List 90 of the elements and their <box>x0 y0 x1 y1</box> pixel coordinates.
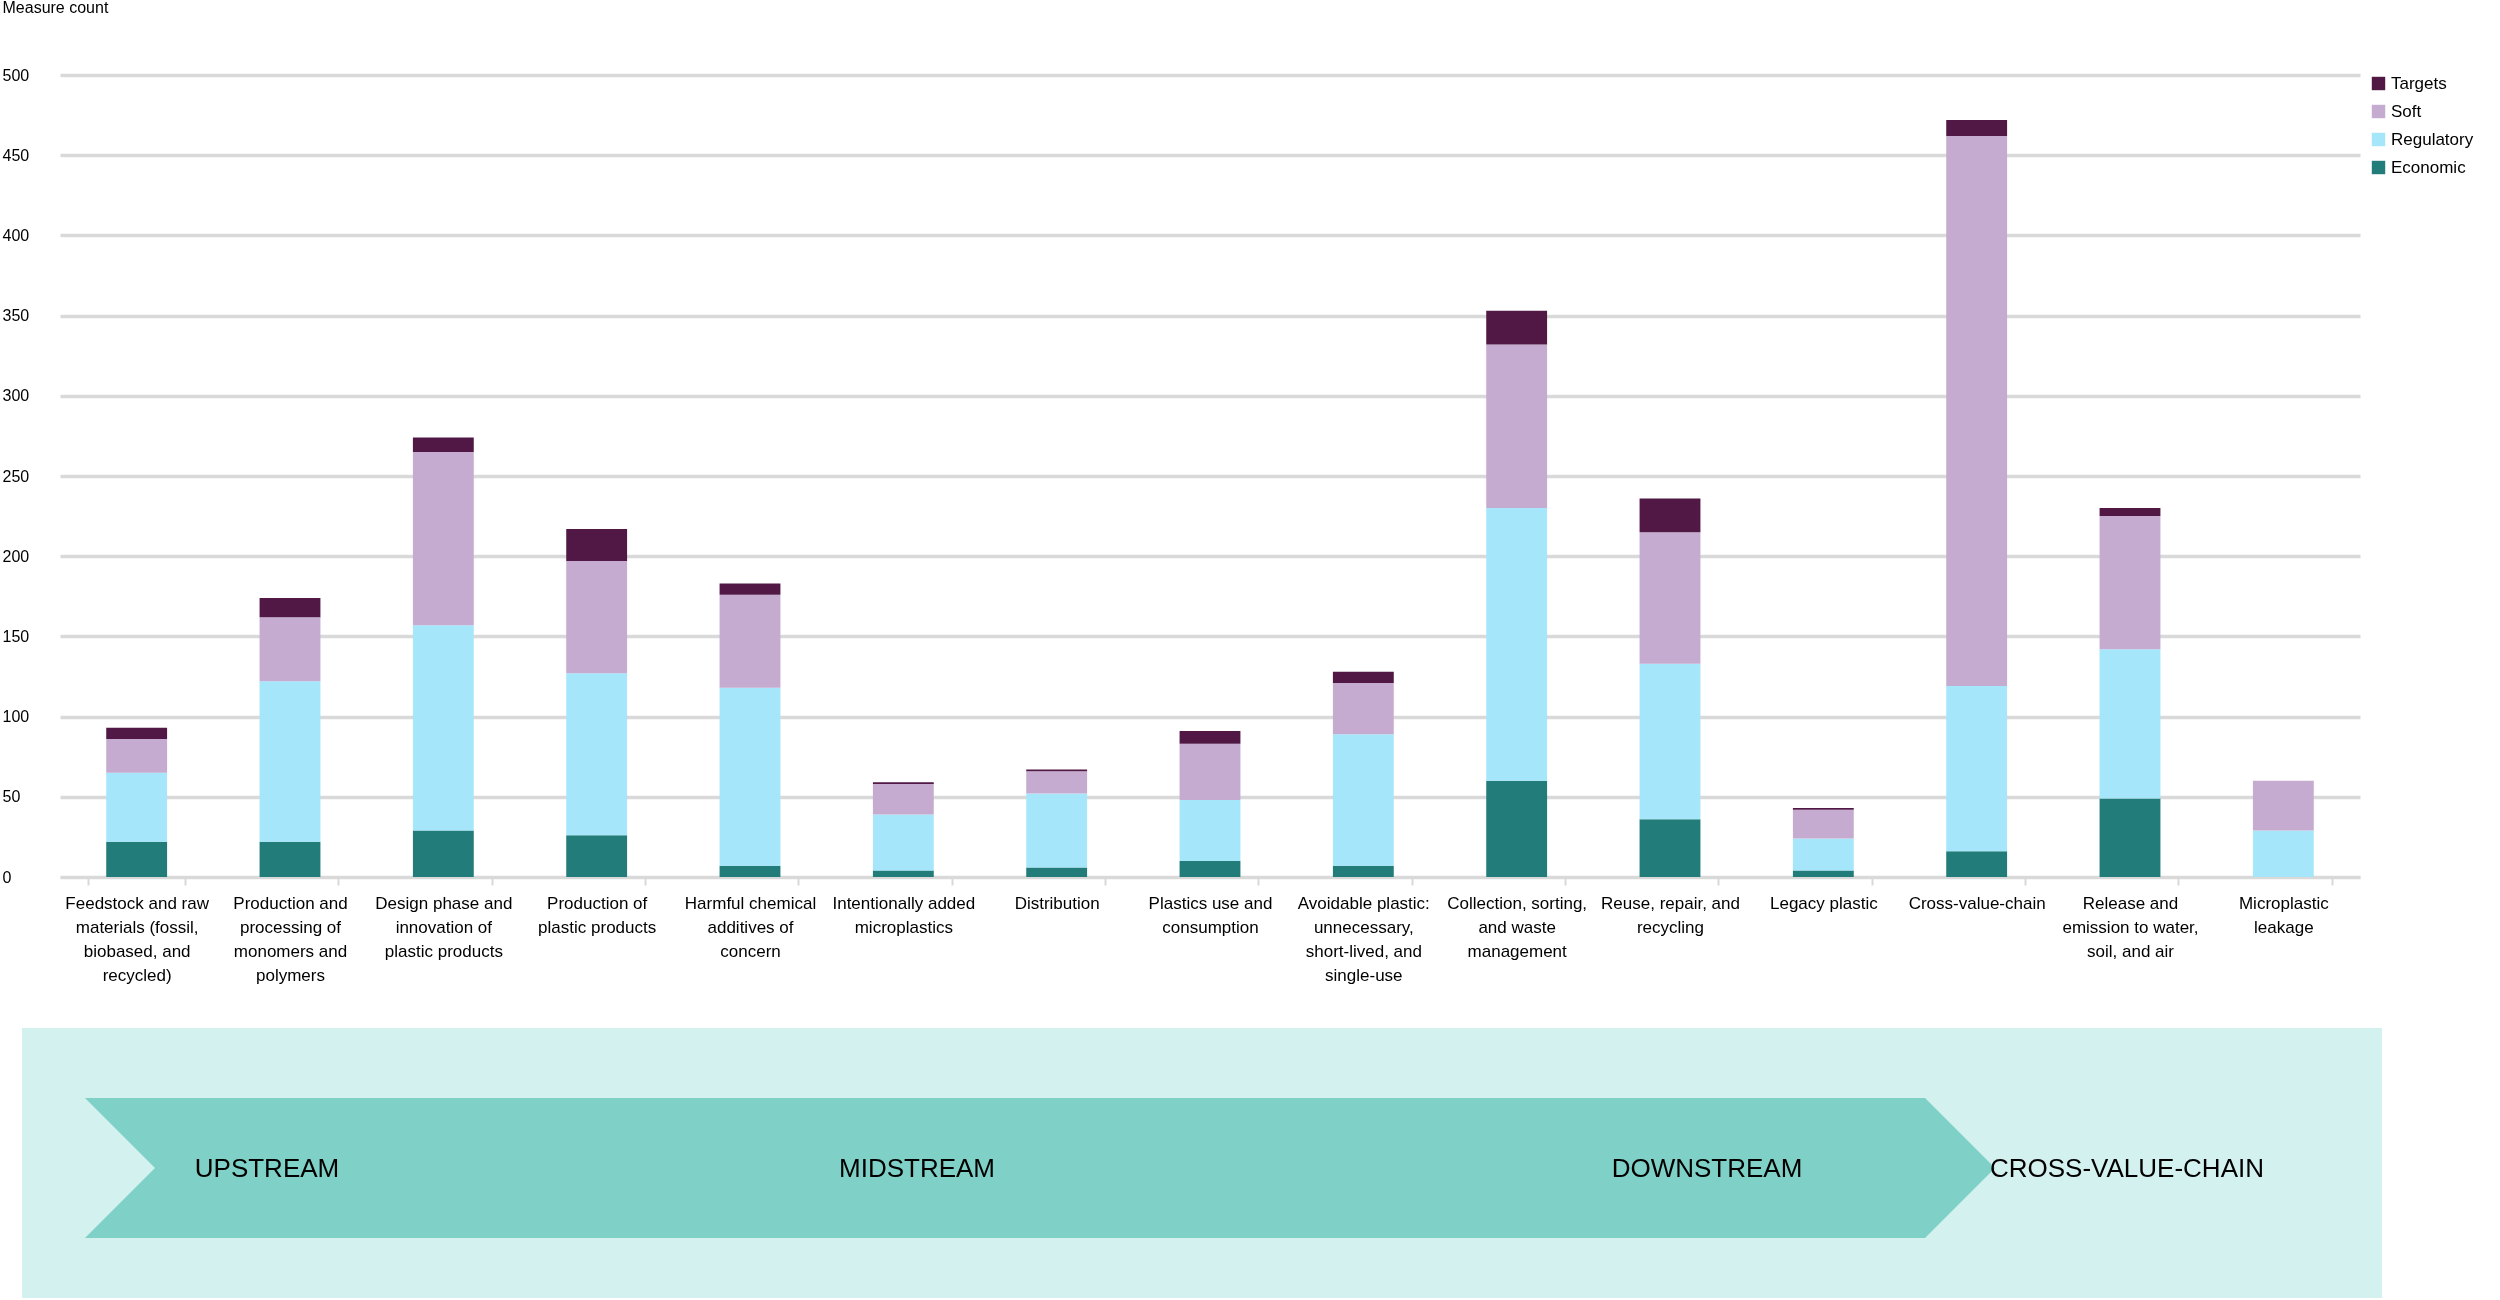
bar <box>259 681 321 842</box>
bar <box>259 597 321 618</box>
legend-label: Regulatory <box>2391 129 2474 149</box>
y-tick-label: 500 <box>2 66 30 84</box>
bar <box>1946 686 2008 852</box>
x-tick-label: Legacy plastic <box>1769 893 1879 913</box>
bar <box>872 814 934 871</box>
bar <box>719 687 781 866</box>
bar <box>1332 734 1394 866</box>
x-tick-label: Distribution <box>1014 893 1100 913</box>
x-tick-label: Collection, sorting, and waste management <box>1447 893 1588 961</box>
bar <box>1792 870 1854 877</box>
bar <box>1946 119 2008 136</box>
bar <box>412 830 474 877</box>
bar <box>1486 344 1548 509</box>
bar <box>2099 649 2161 799</box>
bar <box>1639 663 1701 820</box>
bar <box>412 625 474 831</box>
bar <box>412 451 474 626</box>
bar <box>259 617 321 682</box>
x-tick-label: Avoidable plastic: unnecessary, short-lived, and single-use <box>1297 893 1430 985</box>
bar <box>566 561 628 674</box>
bar <box>2252 780 2314 831</box>
bar <box>566 835 628 877</box>
y-tick-label: 200 <box>2 547 30 565</box>
bar <box>1026 793 1088 868</box>
bar <box>1639 819 1701 877</box>
legend-label: Soft <box>2391 101 2422 121</box>
bar <box>2099 508 2161 517</box>
x-tick-label: Intentionally added microplastics <box>832 893 976 937</box>
bar <box>719 594 781 688</box>
bar <box>106 739 168 773</box>
y-tick-label: 350 <box>2 307 30 325</box>
y-tick-label: 150 <box>2 627 30 645</box>
bar <box>719 583 781 595</box>
x-tick-label: Plastics use and consumption <box>1148 893 1273 937</box>
x-tick-label: Design phase and innovation of plastic products <box>375 893 513 961</box>
bar <box>1486 310 1548 345</box>
x-tick-label: Release and emission to water, soil, and air <box>2062 893 2199 961</box>
x-tick-label: Cross-value-chain <box>1908 893 2046 913</box>
bar <box>1486 780 1548 877</box>
y-tick-label: 400 <box>2 226 30 244</box>
y-tick-label: 300 <box>2 387 30 405</box>
bar <box>1792 838 1854 871</box>
bar <box>872 870 934 877</box>
bar <box>1946 851 2008 877</box>
y-tick-label: 50 <box>2 788 21 806</box>
y-tick-label: 0 <box>2 868 12 886</box>
y-tick-label: 450 <box>2 146 30 164</box>
x-tick-label: Production and processing of monomers and polymers <box>233 893 348 985</box>
bar <box>106 727 168 740</box>
bar <box>1179 800 1241 861</box>
bar <box>412 437 474 452</box>
bar <box>1792 809 1854 839</box>
legend-label: Economic <box>2391 157 2467 177</box>
bar <box>566 528 628 562</box>
bar <box>1026 771 1088 794</box>
bar <box>1946 135 2008 687</box>
bar <box>1179 860 1241 877</box>
legend-label: Targets <box>2391 73 2447 93</box>
bar <box>2099 516 2161 650</box>
bar <box>1332 865 1394 877</box>
text: UPSTREAM <box>194 1153 340 1183</box>
bar <box>2099 798 2161 877</box>
bar <box>1486 508 1548 781</box>
bar <box>1332 671 1394 683</box>
x-tick-label: Production of plastic products <box>538 893 657 937</box>
bar <box>1332 682 1394 735</box>
bar <box>106 772 168 842</box>
text: CROSS-VALUE-CHAIN <box>1989 1153 2265 1183</box>
x-tick-label: Microplastic leakage <box>2238 893 2330 937</box>
x-tick-label: Reuse, repair, and recycling <box>1601 893 1740 937</box>
text: DOWNSTREAM <box>1611 1153 1803 1183</box>
bar <box>1639 498 1701 533</box>
y-tick-label: 100 <box>2 708 30 726</box>
bar <box>1179 743 1241 801</box>
bar <box>566 673 628 836</box>
bar <box>106 841 168 877</box>
y-tick-label: 250 <box>2 467 30 485</box>
bar <box>719 865 781 877</box>
x-tick-label: Harmful chemical additives of concern <box>684 893 817 961</box>
bar <box>872 783 934 815</box>
bar <box>2252 830 2314 877</box>
bar <box>259 841 321 877</box>
y-axis-title: Measure count <box>2 0 109 16</box>
bar <box>1026 867 1088 877</box>
bar <box>1639 532 1701 664</box>
text: MIDSTREAM <box>839 1153 995 1183</box>
x-tick-label: Feedstock and raw materials (fossil, biobased, and recycled) <box>65 893 210 985</box>
bar <box>1179 731 1241 744</box>
